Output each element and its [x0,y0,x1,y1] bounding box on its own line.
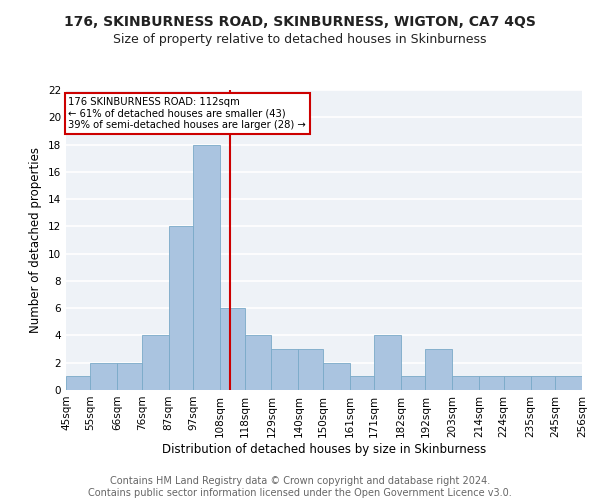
Bar [555,376,582,390]
Bar [66,376,91,390]
Bar [323,362,350,390]
Bar [425,349,452,390]
Bar [118,362,142,390]
Bar [220,308,245,390]
Y-axis label: Number of detached properties: Number of detached properties [29,147,43,333]
Bar [169,226,193,390]
Bar [504,376,530,390]
Text: Size of property relative to detached houses in Skinburness: Size of property relative to detached ho… [113,32,487,46]
Bar [271,349,298,390]
Bar [298,349,323,390]
Text: Contains HM Land Registry data © Crown copyright and database right 2024.
Contai: Contains HM Land Registry data © Crown c… [88,476,512,498]
Bar [91,362,118,390]
Bar [374,336,401,390]
Bar [452,376,479,390]
Bar [479,376,504,390]
Bar [142,336,169,390]
Bar [350,376,374,390]
Text: 176, SKINBURNESS ROAD, SKINBURNESS, WIGTON, CA7 4QS: 176, SKINBURNESS ROAD, SKINBURNESS, WIGT… [64,15,536,29]
Bar [401,376,425,390]
X-axis label: Distribution of detached houses by size in Skinburness: Distribution of detached houses by size … [162,442,486,456]
Bar [245,336,271,390]
Text: 176 SKINBURNESS ROAD: 112sqm
← 61% of detached houses are smaller (43)
39% of se: 176 SKINBURNESS ROAD: 112sqm ← 61% of de… [68,97,306,130]
Bar [530,376,555,390]
Bar [193,144,220,390]
